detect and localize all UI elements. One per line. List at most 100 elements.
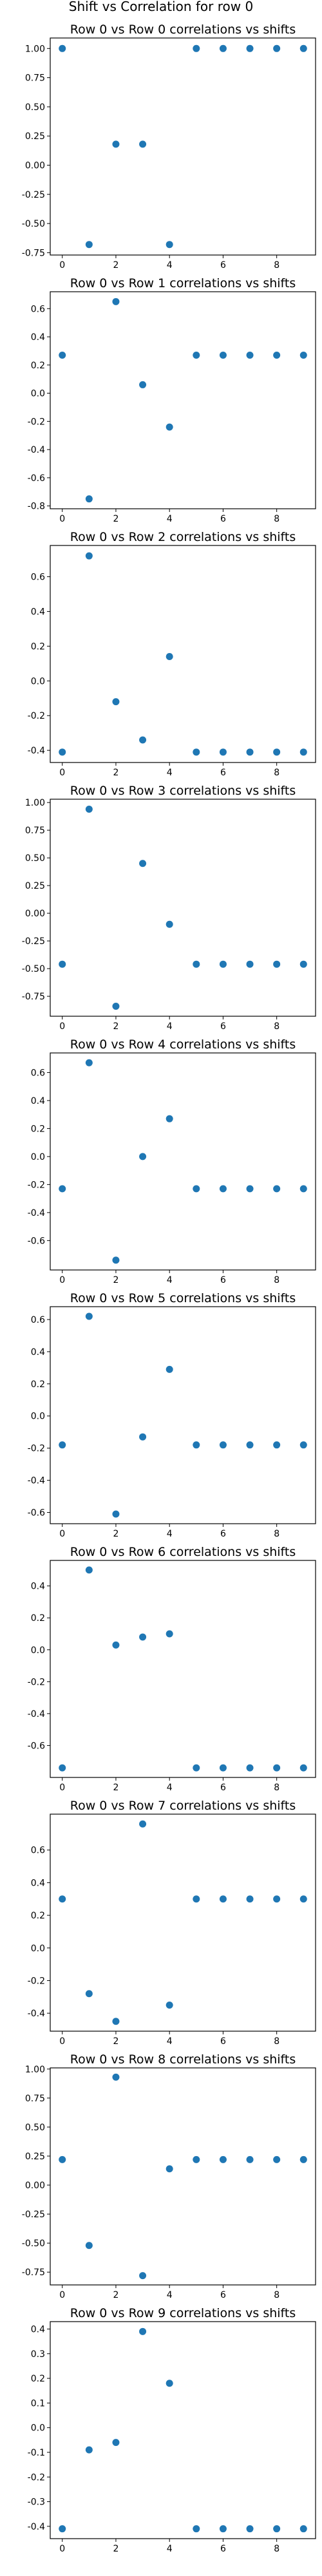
y-tick-label: 0.6 bbox=[31, 1846, 45, 1856]
y-tick-label: -0.4 bbox=[28, 1476, 45, 1486]
y-tick-label: -0.75 bbox=[22, 992, 45, 1002]
x-tick-label: 6 bbox=[220, 260, 226, 270]
y-tick-label: 1.00 bbox=[25, 798, 45, 808]
data-point bbox=[219, 2155, 227, 2163]
x-tick-label: 4 bbox=[167, 2036, 173, 2047]
figure-suptitle: Shift vs Correlation for row 0 bbox=[69, 0, 253, 14]
data-point bbox=[139, 860, 147, 867]
data-point bbox=[112, 1256, 120, 1264]
data-point bbox=[139, 1433, 147, 1441]
x-tick-label: 4 bbox=[167, 514, 173, 524]
data-point bbox=[85, 1312, 93, 1320]
x-tick-label: 4 bbox=[167, 2544, 173, 2554]
x-tick-label: 0 bbox=[59, 1021, 65, 1032]
y-tick-label: -0.2 bbox=[28, 1444, 45, 1454]
y-tick-label: -0.2 bbox=[28, 711, 45, 721]
x-tick-label: 6 bbox=[220, 2544, 226, 2554]
data-point bbox=[273, 748, 281, 756]
subplot-5: Row 0 vs Row 5 correlations vs shifts 0 2 4… bbox=[28, 1291, 316, 1539]
y-tick-label: 0.4 bbox=[31, 332, 45, 343]
y-tick-label: -0.75 bbox=[22, 248, 45, 258]
subplot-4: Row 0 vs Row 4 correlations vs shifts 0 2 4… bbox=[28, 1037, 316, 1285]
y-tick-label: 0.00 bbox=[25, 909, 45, 919]
data-point bbox=[273, 960, 281, 968]
data-point bbox=[166, 2380, 173, 2387]
axes-frame bbox=[50, 1306, 316, 1524]
data-point bbox=[193, 1764, 200, 1772]
x-tick-label: 0 bbox=[59, 2544, 65, 2554]
subplot-title: Row 0 vs Row 2 correlations vs shifts bbox=[70, 530, 296, 544]
x-tick-label: 8 bbox=[274, 514, 279, 524]
data-point bbox=[139, 381, 147, 388]
x-tick-label: 8 bbox=[274, 2290, 279, 2300]
data-point bbox=[85, 241, 93, 249]
y-tick-label: 0.0 bbox=[31, 1645, 45, 1656]
y-tick-label: 0.50 bbox=[25, 2123, 45, 2133]
subplot-title: Row 0 vs Row 6 correlations vs shifts bbox=[70, 1545, 296, 1559]
data-point bbox=[112, 2018, 120, 2025]
subplot-8: Row 0 vs Row 8 correlations vs shifts 0 2 4… bbox=[22, 2052, 316, 2300]
data-point bbox=[59, 351, 66, 359]
x-tick-label: 0 bbox=[59, 2290, 65, 2300]
y-tick-label: 0.2 bbox=[31, 361, 45, 371]
x-tick-label: 8 bbox=[274, 2544, 279, 2554]
x-tick-label: 4 bbox=[167, 2290, 173, 2300]
data-point bbox=[219, 748, 227, 756]
data-point bbox=[166, 2001, 173, 2009]
data-point bbox=[246, 2525, 254, 2533]
y-tick-label: -0.8 bbox=[28, 502, 45, 512]
y-tick-label: 0.2 bbox=[31, 1911, 45, 1921]
data-point bbox=[59, 44, 66, 52]
subplot-3: Row 0 vs Row 3 correlations vs shifts 0 2 4… bbox=[22, 784, 316, 1032]
data-point bbox=[246, 1185, 254, 1193]
data-point bbox=[112, 698, 120, 706]
x-tick-label: 8 bbox=[274, 260, 279, 270]
x-tick-label: 2 bbox=[113, 2544, 118, 2554]
y-tick-label: 0.2 bbox=[31, 641, 45, 652]
y-tick-label: -0.50 bbox=[22, 2239, 45, 2249]
data-point bbox=[139, 1153, 147, 1160]
y-tick-label: 0.4 bbox=[31, 1878, 45, 1888]
x-tick-label: 2 bbox=[113, 768, 118, 778]
y-tick-label: -0.4 bbox=[28, 746, 45, 756]
data-point bbox=[85, 2446, 93, 2454]
data-point bbox=[139, 1633, 147, 1641]
data-point bbox=[193, 351, 200, 359]
subplot-title: Row 0 vs Row 5 correlations vs shifts bbox=[70, 1291, 296, 1305]
data-point bbox=[299, 748, 307, 756]
y-tick-label: 1.00 bbox=[25, 44, 45, 54]
data-point bbox=[273, 2155, 281, 2163]
y-tick-label: -0.2 bbox=[28, 417, 45, 427]
data-point bbox=[112, 298, 120, 305]
x-tick-label: 6 bbox=[220, 1783, 226, 1793]
y-tick-label: 0.4 bbox=[31, 607, 45, 617]
y-tick-label: 0.0 bbox=[31, 389, 45, 399]
data-point bbox=[273, 44, 281, 52]
data-point bbox=[85, 1059, 93, 1066]
y-tick-label: -0.2 bbox=[28, 1180, 45, 1190]
y-tick-label: 0.4 bbox=[31, 2324, 45, 2334]
x-tick-label: 0 bbox=[59, 1529, 65, 1539]
y-tick-label: 0.25 bbox=[25, 881, 45, 891]
subplot-title: Row 0 vs Row 9 correlations vs shifts bbox=[70, 2306, 296, 2320]
x-tick-label: 2 bbox=[113, 1021, 118, 1032]
y-tick-label: 0.2 bbox=[31, 1613, 45, 1624]
y-tick-label: -0.2 bbox=[28, 2472, 45, 2483]
axes-frame bbox=[50, 1814, 316, 2032]
data-point bbox=[85, 2242, 93, 2249]
data-point bbox=[166, 653, 173, 661]
data-point bbox=[85, 805, 93, 813]
x-tick-label: 2 bbox=[113, 1529, 118, 1539]
y-tick-label: 0.0 bbox=[31, 1944, 45, 1954]
y-tick-label: -0.50 bbox=[22, 219, 45, 229]
y-tick-label: -0.4 bbox=[28, 2522, 45, 2532]
axes-frame bbox=[50, 291, 316, 509]
subplot-title: Row 0 vs Row 1 correlations vs shifts bbox=[70, 276, 296, 290]
y-tick-label: -0.4 bbox=[28, 1208, 45, 1218]
subplot-7: Row 0 vs Row 7 correlations vs shifts 0 2 4… bbox=[28, 1799, 316, 2047]
data-point bbox=[246, 44, 254, 52]
y-tick-label: -0.25 bbox=[22, 936, 45, 947]
data-point bbox=[273, 1895, 281, 1903]
y-tick-label: -0.3 bbox=[28, 2497, 45, 2508]
y-tick-label: -0.4 bbox=[28, 1709, 45, 1719]
